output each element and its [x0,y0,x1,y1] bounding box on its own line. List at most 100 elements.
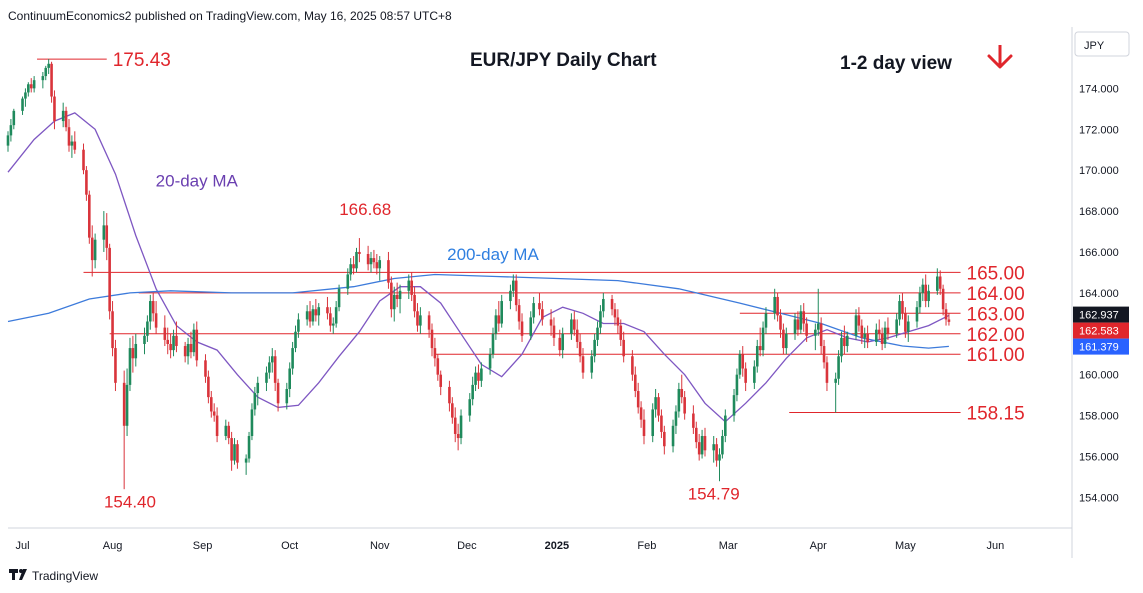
candle-82 [337,284,341,312]
candle-175 [724,409,727,443]
candle-28 [122,370,126,490]
candle-160 [663,425,666,455]
candle-134 [558,329,562,357]
candle-41 [172,329,175,357]
candle-body [494,315,498,334]
candle-body [837,356,840,379]
candle-201 [834,372,837,413]
candle-198 [819,317,823,355]
candle-body [802,311,806,324]
candle-body [694,427,698,443]
candle-229 [944,303,948,326]
price-tick-5: 164.000 [1079,288,1119,300]
candle-body [552,325,556,338]
candle-68 [285,382,289,410]
price-badge-box [1073,338,1129,355]
candle-body [718,454,721,461]
down-arrow-icon [987,45,1013,69]
candle-body [204,360,207,377]
candle-212 [877,319,881,340]
chart-title: EUR/JPY Daily Chart [470,50,657,71]
price-badge-box [1073,322,1129,339]
candle-30 [128,337,132,392]
candle-body [822,346,826,363]
candle-154 [639,401,643,428]
time-tick-2: Sep [193,540,213,552]
level-label-2: 164.00 [967,284,1025,305]
candle-body [326,307,329,314]
candle-body [337,288,341,308]
candle-body [677,388,681,412]
candle-38 [163,315,167,347]
candle-94 [390,276,393,318]
candle-body [175,335,178,347]
candle-222 [918,286,922,314]
candle-body [663,431,666,447]
candle-body [392,294,396,310]
candle-body [703,436,707,451]
candle-216 [895,313,898,338]
candle-body [430,329,434,349]
candle-body [529,317,533,336]
candle-210 [866,325,869,349]
candle-body [349,264,352,275]
candle-body [372,258,376,263]
candle-body [738,354,742,375]
candle-body [407,280,411,291]
candle-body [796,319,800,330]
candle-131 [541,301,544,326]
candle-29 [125,368,129,437]
candle-101 [416,303,419,332]
candle-47 [195,321,199,367]
candle-39 [166,327,170,355]
candle-219 [904,307,907,338]
candle-body [47,63,50,68]
candle-173 [718,448,721,482]
tradingview-logo[interactable]: TradingView [9,569,98,583]
candle-116 [477,364,480,389]
candle-107 [439,370,443,396]
candle-213 [880,327,884,351]
candle-body [947,319,951,322]
candle-body [456,433,460,439]
candle-138 [575,319,579,349]
candle-202 [837,350,840,385]
candle-2 [12,108,16,130]
candle-205 [845,331,849,353]
price-badge-label: 162.937 [1079,310,1119,322]
candle-43 [183,341,187,363]
candle-88 [366,245,370,271]
candle-body [854,315,858,336]
candle-body [901,301,904,314]
candle-128 [529,311,533,340]
candle-body [904,313,907,332]
candle-body [288,368,291,389]
candle-body [636,391,640,408]
candle-body [125,384,129,426]
time-tick-11: Jun [987,540,1005,552]
candle-157 [654,388,657,418]
candle-153 [636,382,640,414]
currency-box[interactable]: JPY [1074,31,1130,57]
candle-body [857,315,861,326]
candle-body [596,327,599,340]
time-axis-ticks: Jul Aug Sep Oct Nov Dec 2025 Feb Mar Apr May Jun [15,540,1004,552]
candle-body [541,309,544,320]
level-label-0: 175.43 [113,50,171,71]
candle-223 [921,278,925,302]
candle-61 [253,386,257,416]
candle-227 [938,270,942,295]
price-badge-0: 162.937 [1073,306,1129,323]
candle-215 [886,317,890,340]
candle-body [657,397,660,416]
candle-body [390,282,393,310]
candle-body [642,419,646,437]
candle-body [898,301,901,320]
candle-124 [512,274,515,297]
candle-body [308,311,312,322]
price-tick-6: 166.000 [1079,247,1119,259]
candle-body [680,388,684,398]
candle-body [439,374,443,387]
